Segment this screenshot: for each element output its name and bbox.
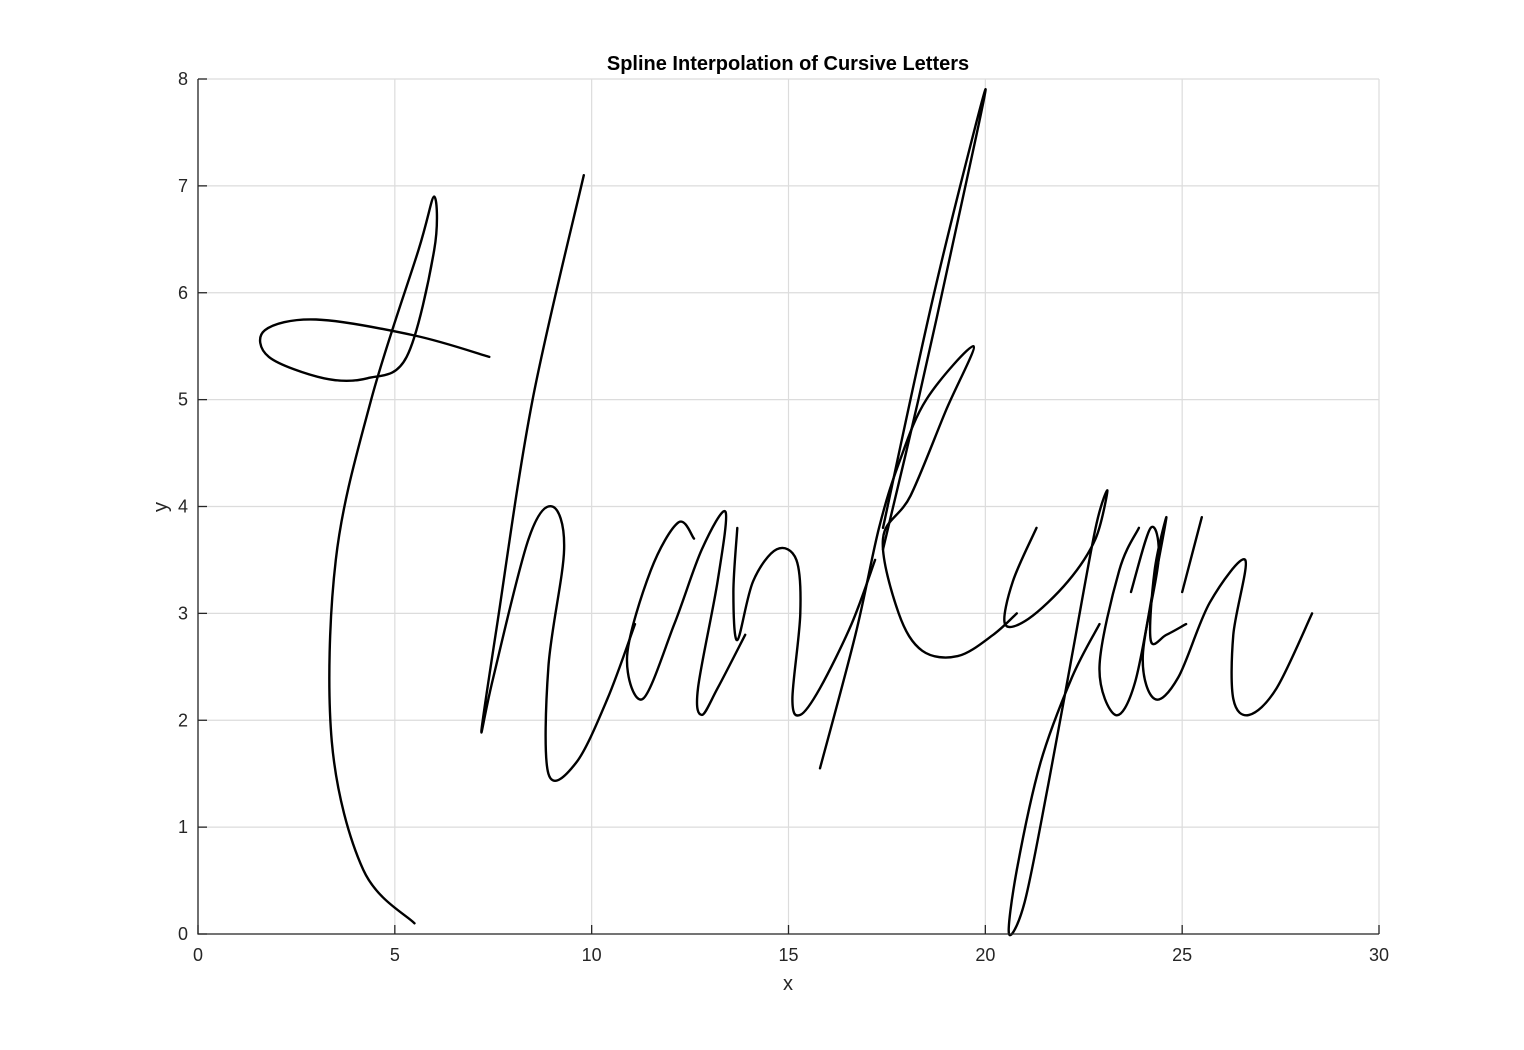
y-tick-label: 7 [178,176,188,196]
y-tick-label: 4 [178,497,188,517]
series-line-1 [258,195,491,925]
x-tick-label: 15 [778,945,798,965]
grid [197,78,1380,935]
x-tick-label: 5 [390,945,400,965]
y-tick-label: 0 [178,924,188,944]
y-tick-label: 1 [178,817,188,837]
x-axis-label: x [783,973,793,995]
series-line-2 [480,174,637,782]
curves [258,88,1314,937]
y-tick-label: 8 [178,69,188,89]
series-line-5 [818,344,1018,770]
x-tick-label: 30 [1369,945,1389,965]
y-axis-label: y [150,502,172,512]
x-tick-label: 20 [975,945,995,965]
y-tick-label: 2 [178,710,188,730]
series-line-4 [732,526,877,717]
series-line-9 [1129,525,1314,717]
y-tick-label: 5 [178,390,188,410]
series-line-7 [1003,489,1109,937]
y-tick-label: 3 [178,603,188,623]
x-tick-label: 25 [1172,945,1192,965]
series-line-10 [1181,516,1203,594]
y-tick-label: 6 [178,283,188,303]
ticks: 0 5 10 15 20 25 30 0 1 2 3 4 5 6 7 8 [178,69,1389,965]
chart-title: Spline Interpolation of Cursive Letters [607,53,969,75]
series-line-3 [625,509,747,717]
x-tick-label: 10 [582,945,602,965]
series-line-6 [881,88,987,551]
x-tick-label: 0 [193,945,203,965]
